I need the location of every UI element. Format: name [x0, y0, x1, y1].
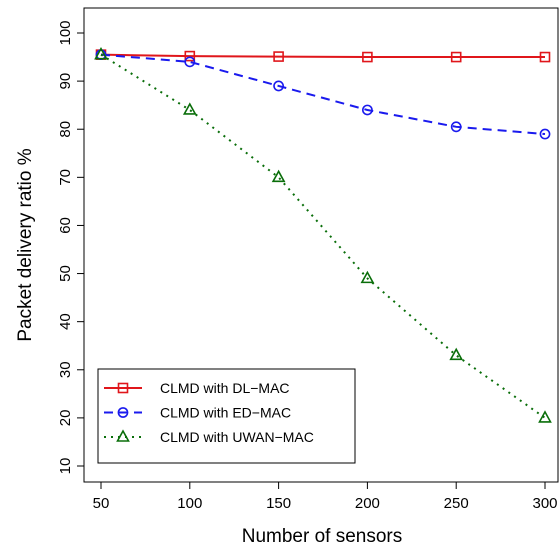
x-tick-label: 300 — [532, 495, 557, 512]
data-point — [360, 270, 375, 284]
legend: CLMD with DL−MAC CLMD with ED−MAC CLMD wit… — [97, 368, 356, 464]
legend-box — [97, 368, 356, 464]
x-tick-label: 50 — [93, 495, 110, 512]
x-tick-label: 150 — [266, 495, 291, 512]
data-point — [361, 104, 373, 116]
x-tick-label: 200 — [355, 495, 380, 512]
data-point — [539, 128, 551, 140]
y-tick-label: 100 — [57, 20, 74, 45]
data-point — [450, 121, 462, 133]
series-line — [100, 53, 546, 419]
series-circle — [95, 49, 551, 140]
y-tick-label: 60 — [57, 217, 74, 234]
legend-entry: CLMD with UWAN−MAC — [104, 429, 314, 445]
data-point — [450, 51, 462, 63]
y-tick-label: 80 — [57, 121, 74, 138]
legend-marker — [117, 382, 129, 394]
y-axis-title: Packet delivery ratio % — [15, 148, 36, 341]
x-tick-label: 100 — [177, 495, 202, 512]
y-tick-label: 10 — [57, 458, 74, 475]
legend-label: CLMD with UWAN−MAC — [160, 429, 314, 445]
y-tick-label: 70 — [57, 169, 74, 186]
y-axis: 10 20 30 40 50 60 70 80 90 100 — [57, 20, 84, 474]
legend-label: CLMD with DL−MAC — [160, 380, 290, 396]
data-point — [184, 56, 196, 68]
legend-entry: CLMD with ED−MAC — [104, 405, 291, 421]
data-point — [184, 50, 196, 62]
legend-entry: CLMD with DL−MAC — [104, 380, 290, 396]
legend-marker — [116, 429, 130, 442]
y-tick-label: 50 — [57, 265, 74, 282]
series-triangle — [94, 46, 552, 423]
x-tick-label: 250 — [444, 495, 469, 512]
y-tick-label: 20 — [57, 410, 74, 427]
data-point — [273, 51, 284, 62]
data-point — [271, 169, 286, 183]
data-point — [449, 347, 464, 361]
data-point — [273, 80, 284, 92]
series-layer — [94, 46, 552, 423]
y-tick-label: 90 — [57, 73, 74, 90]
y-tick-label: 30 — [57, 361, 74, 378]
data-point — [362, 51, 373, 63]
legend-label: CLMD with ED−MAC — [160, 405, 291, 421]
x-axis: 50 100 150 200 250 300 — [93, 482, 558, 512]
y-tick-label: 40 — [57, 313, 74, 330]
data-point — [94, 46, 108, 60]
series-line — [100, 53, 545, 59]
data-point — [538, 410, 552, 423]
x-axis-title: Number of sensors — [242, 526, 403, 547]
plot-frame — [83, 7, 559, 483]
legend-marker — [117, 407, 129, 418]
data-point — [539, 51, 551, 63]
data-point — [182, 102, 197, 115]
series-line — [100, 53, 546, 136]
series-square — [95, 49, 551, 63]
